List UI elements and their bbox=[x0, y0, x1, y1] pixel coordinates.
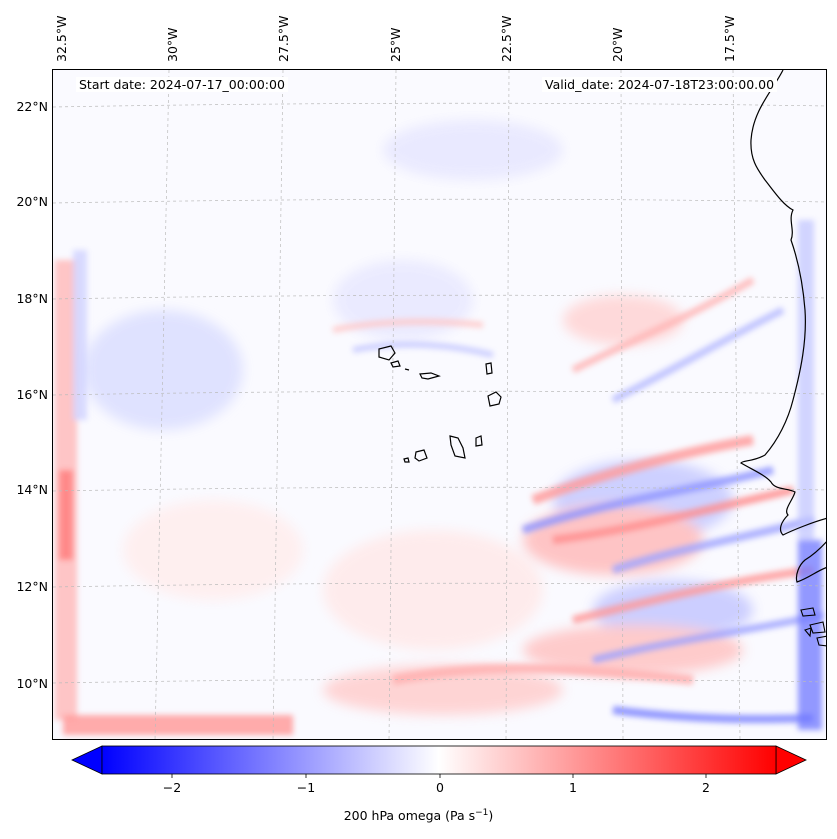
colorbar-min-extend bbox=[71, 745, 103, 775]
lat-label-12n: 12°N bbox=[16, 579, 48, 594]
west-boundary-blue bbox=[73, 250, 87, 420]
lon-label-30w: 30°W bbox=[165, 27, 180, 62]
omega-streaks bbox=[332, 276, 824, 724]
colorbar-label: 200 hPa omega (Pa s−1) bbox=[0, 808, 837, 823]
blue-streak-2 bbox=[611, 516, 814, 574]
colorbar-tick-neg2: −2 bbox=[162, 780, 182, 795]
island-boa-vista bbox=[487, 391, 502, 407]
red-patch-sw bbox=[123, 500, 303, 600]
lon-label-32-5w: 32.5°W bbox=[54, 15, 69, 62]
colorbar-tick-neg1: −1 bbox=[296, 780, 316, 795]
valid-date-label: Valid_date: 2024-07-18T23:00:00.00 bbox=[542, 77, 778, 92]
colorbar-tick-2: 2 bbox=[702, 780, 710, 795]
lat-label-22n: 22°N bbox=[16, 99, 48, 114]
guinea-coastline bbox=[795, 541, 826, 583]
west-boundary-red-core bbox=[59, 470, 73, 560]
lon-label-17-5w: 17.5°W bbox=[722, 15, 737, 62]
gridline-lon-22-5w bbox=[505, 70, 510, 739]
lat-label-16n: 16°N bbox=[16, 387, 48, 402]
map-panel[interactable] bbox=[52, 69, 827, 740]
blue-streak-1 bbox=[521, 466, 774, 534]
colorbar-gradient bbox=[101, 745, 777, 775]
island-sal bbox=[485, 362, 493, 375]
bijagos-islands bbox=[800, 607, 826, 647]
blue-streak-5 bbox=[611, 306, 785, 404]
gridline-lon-17-5w bbox=[732, 70, 741, 739]
lat-label-10n: 10°N bbox=[16, 676, 48, 691]
colorbar-label-close: ) bbox=[488, 808, 494, 824]
lat-label-18n: 18°N bbox=[16, 291, 48, 306]
gridline-lon-20w bbox=[620, 70, 624, 739]
lon-label-20w: 20°W bbox=[610, 27, 625, 62]
red-streak-1 bbox=[531, 435, 754, 505]
red-patch-center bbox=[323, 530, 543, 650]
gridline-lon-27-5w bbox=[272, 70, 284, 739]
blue-streak-4 bbox=[612, 706, 814, 724]
island-maio bbox=[475, 435, 483, 447]
island-santiago bbox=[449, 435, 466, 459]
red-streak-6 bbox=[332, 318, 484, 333]
red-streak-4 bbox=[392, 663, 694, 685]
red-patch-east bbox=[563, 295, 683, 345]
colorbar-max-extend bbox=[775, 745, 807, 775]
colorbar-tick-1: 1 bbox=[569, 780, 577, 795]
colorbar-label-exponent: −1 bbox=[475, 808, 489, 818]
blue-streak-6 bbox=[352, 341, 494, 358]
colorbar-label-main: 200 hPa omega (Pa s bbox=[343, 808, 476, 824]
blue-patch-north bbox=[383, 120, 563, 180]
south-boundary-red bbox=[63, 715, 293, 735]
gridline-lon-30w bbox=[154, 70, 170, 739]
lon-label-22-5w: 22.5°W bbox=[499, 15, 514, 62]
lon-label-27-5w: 27.5°W bbox=[276, 15, 291, 62]
red-patch-south bbox=[323, 665, 563, 715]
lat-label-20n: 20°N bbox=[16, 194, 48, 209]
africa-coastline bbox=[740, 70, 826, 536]
island-brava bbox=[403, 457, 410, 463]
lat-label-14n: 14°N bbox=[16, 482, 48, 497]
island-santo-antao bbox=[378, 345, 396, 361]
red-streak-3 bbox=[572, 566, 814, 624]
start-date-label: Start date: 2024-07-17_00:00:00 bbox=[76, 77, 288, 92]
lon-label-25w: 25°W bbox=[388, 27, 403, 62]
island-santa-luzia bbox=[404, 368, 410, 371]
cape-verde-islands bbox=[378, 345, 502, 463]
omega-field-map[interactable] bbox=[53, 70, 827, 740]
boundary-bands bbox=[55, 220, 822, 735]
red-streak-5 bbox=[571, 276, 755, 374]
colorbar-tick-marks bbox=[171, 774, 707, 778]
island-sao-vicente bbox=[390, 360, 401, 368]
island-fogo bbox=[414, 449, 428, 462]
east-boundary-blue-top bbox=[798, 220, 814, 540]
graticule bbox=[53, 70, 826, 739]
island-sao-nicolau bbox=[419, 372, 441, 380]
red-streak-2 bbox=[552, 486, 794, 544]
colorbar-tick-0: 0 bbox=[436, 780, 444, 795]
gridline-lon-25w bbox=[388, 70, 397, 739]
